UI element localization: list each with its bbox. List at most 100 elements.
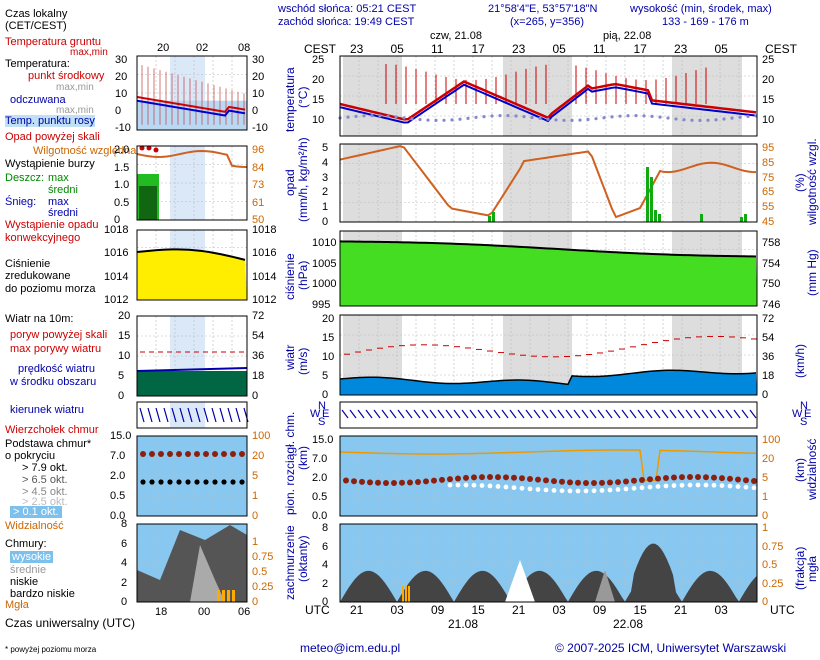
utc-tick: 15: [633, 603, 647, 617]
cloud-base-dot: [399, 479, 405, 486]
conv-rain-label-2: konwekcyjnego: [5, 232, 81, 244]
cloud-base-dot-light: [575, 488, 581, 494]
left-wind-axis: 20: [118, 310, 131, 322]
left-wind-dir-arrow: [195, 407, 201, 423]
left-vis-axis: 20: [252, 450, 265, 462]
cloud-base-dot-light: [511, 485, 517, 491]
fog-bar: [402, 586, 404, 602]
wind-dir-arrow: [485, 409, 493, 419]
main-wind-axis: 0: [322, 389, 329, 401]
left-medium-cloud-fill: [190, 545, 225, 602]
cloud-base-dot: [711, 474, 717, 481]
cloud-base-dot-light: [711, 482, 717, 488]
dew-point-dot: [482, 114, 486, 119]
cloud-base-dot: [679, 474, 685, 481]
main-wind-kmh-axis: 18: [762, 370, 775, 382]
main-fog-axis: 0.25: [762, 577, 784, 590]
main-press-mmhg-axis: 750: [762, 278, 781, 291]
wind-dir-arrow: [653, 409, 661, 419]
cloud-base-dot-light: [615, 487, 621, 492]
wind-dir-arrow: [365, 409, 373, 419]
dew-point-dot: [498, 114, 502, 118]
cloud-base-dot: [383, 479, 389, 486]
wind-dir-arrow: [349, 409, 357, 419]
cloud-base-dot-light: [703, 482, 709, 488]
left-press-axis: 1018: [104, 224, 129, 236]
main-rain-axis: 4: [322, 156, 329, 169]
main-wind-axis: 10: [322, 351, 335, 363]
cc-axis-title: zachmurzenie: [283, 525, 297, 600]
press-mmhg-unit: (mm Hg): [805, 249, 819, 296]
dew-point-dot: [474, 115, 478, 120]
wind-dir-arrow: [397, 409, 405, 419]
wind-dir-arrow: [381, 409, 389, 419]
cloud-base-dot: [375, 479, 381, 486]
wind-dir-arrow: [389, 409, 397, 419]
wind-axis-unit: (m/s): [296, 347, 310, 375]
left-wind-dir-arrow: [227, 407, 233, 423]
cloud-base-dot: [519, 475, 525, 482]
cloud-base-dot: [535, 476, 541, 483]
press-axis-unit: (hPa): [296, 260, 310, 290]
left-press-axis: 1014: [104, 270, 129, 283]
wind-dir-arrow: [717, 409, 725, 419]
cest-tick: 23: [674, 42, 688, 56]
pressure-line: [339, 240, 757, 258]
main-fog-axis: 1: [762, 522, 769, 534]
wind-dir-arrow: [341, 409, 349, 419]
dew-point-dot: [706, 118, 710, 122]
left-wind-kmh-axis: 36: [252, 350, 265, 362]
okta-2: > 6.5 okt.: [22, 474, 68, 486]
wind-dir-arrow: [373, 409, 381, 419]
left-cloud-base-dot: [167, 479, 173, 485]
wind-dir-arrow: [597, 409, 605, 419]
cloud-base-dot: [631, 477, 637, 484]
cloud-base-dot-light: [599, 488, 605, 493]
main-cc-axis: 4: [322, 559, 329, 571]
coords-text: 21°58'4"E, 53°57'18"N: [488, 3, 598, 15]
main-temp-axis-right: 10: [762, 114, 775, 126]
copyright: © 2007-2025 ICM, Uniwersytet Warszawski: [555, 641, 787, 655]
left-cloud-base-dot: [149, 479, 155, 485]
left-rain-axis: 2.0: [114, 144, 130, 156]
main-wind-axis: 15: [322, 332, 335, 344]
panel-border: [339, 143, 758, 223]
main-temp-axis: 15: [312, 94, 325, 106]
left-wind-dir-arrow: [203, 407, 209, 423]
left-wind-kmh-axis: 0: [252, 390, 259, 402]
wind10-label: Wiatr na 10m:: [5, 313, 74, 325]
left-fog-axis: 1: [252, 536, 259, 548]
main-wind-kmh-axis: 36: [762, 351, 775, 363]
dew-point-dot: [370, 114, 374, 118]
left-wind-fill: [137, 371, 247, 396]
cloud-base-dot-light: [567, 488, 573, 494]
left-cloud-base-dot: [185, 479, 191, 485]
left-fog-axis: 0.5: [252, 566, 268, 578]
main-wind-kmh-axis: 54: [762, 332, 775, 344]
left-cloud-top-dot: [230, 451, 236, 457]
footnote: * powyżej poziomu morza: [5, 645, 97, 654]
dew-point-dot: [698, 118, 702, 122]
left-rain-axis: 1.5: [114, 161, 130, 174]
visibility-label: Widzialność: [5, 520, 64, 532]
dew-point-dot: [530, 115, 534, 120]
left-wind-kmh-axis: 54: [252, 330, 265, 342]
dew-point-dot: [450, 118, 454, 122]
wind-dir-arrow: [541, 409, 549, 419]
cloud-base-dot-light: [623, 486, 629, 492]
wind-dir-arrow: [573, 409, 581, 419]
left-temp-axis: 20: [115, 71, 128, 83]
utc-tick: 15: [471, 603, 485, 617]
left-temp-axis-right: 20: [252, 71, 265, 83]
email-link[interactable]: meteo@icm.edu.pl: [300, 641, 401, 655]
date2-label: 22.08: [613, 617, 644, 631]
dew-point-label: Temp. punktu rosy: [5, 115, 95, 127]
wind-dir-arrow: [517, 409, 525, 419]
cest-tick: 11: [593, 42, 606, 56]
left-wind-axis: 10: [118, 350, 131, 362]
left-vis-axis: 5: [252, 470, 259, 482]
felt-maxmin-label: max,min: [56, 105, 94, 116]
cest-label: CEST: [304, 42, 337, 56]
wind-dir-arrow: [533, 409, 541, 419]
left-dew-fill: [137, 100, 247, 130]
